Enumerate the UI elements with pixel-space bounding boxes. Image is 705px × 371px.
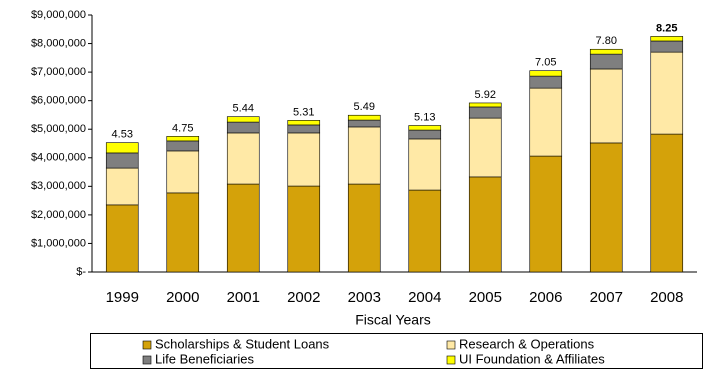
total-label: 7.80: [596, 35, 617, 47]
bar-segment: [408, 129, 442, 140]
legend-swatch: [142, 340, 152, 350]
bar-segment: [589, 53, 623, 70]
bar-segment: [650, 133, 684, 273]
bar-segment: [287, 132, 321, 187]
y-tick-label: $-: [76, 266, 86, 278]
x-tick-label: 2002: [287, 289, 320, 306]
bar-segment: [226, 132, 260, 185]
y-tick-label: $5,000,000: [31, 123, 86, 135]
bar-segment: [650, 40, 684, 53]
bar-segment: [287, 185, 321, 273]
bar-segment: [408, 189, 442, 273]
bar-segment: [166, 150, 200, 194]
bar-segment: [529, 75, 563, 89]
bar-segment: [529, 87, 563, 157]
legend-label: UI Foundation & Affiliates: [459, 351, 605, 366]
bar-segment: [529, 70, 563, 77]
bar-segment: [347, 126, 381, 185]
total-label: 5.31: [293, 106, 314, 118]
x-tick-label: 2001: [227, 289, 260, 306]
bar-segment: [347, 183, 381, 273]
bar-segment: [226, 183, 260, 273]
bar-segment: [468, 102, 502, 108]
bar-segment: [105, 167, 139, 206]
bar-segment: [589, 48, 623, 55]
bar-segment: [166, 192, 200, 273]
bar-segment: [287, 120, 321, 126]
bar-segment: [468, 117, 502, 178]
y-tick-label: $4,000,000: [31, 152, 86, 164]
bar-segment: [105, 142, 139, 154]
bar-segment: [287, 124, 321, 134]
bar-segment: [347, 119, 381, 128]
x-tick-label: 2004: [408, 289, 441, 306]
x-axis-title: Fiscal Years: [355, 312, 430, 328]
legend-swatch: [446, 340, 456, 350]
x-tick-label: 2005: [469, 289, 502, 306]
y-tick-label: $6,000,000: [31, 95, 86, 107]
bar-segment: [408, 125, 442, 131]
bar-segment: [468, 176, 502, 273]
x-tick-label: 1999: [106, 289, 139, 306]
total-label: 5.13: [414, 111, 435, 123]
x-tick-label: 2008: [650, 289, 683, 306]
bar-segment: [347, 114, 381, 121]
bar-segment: [589, 68, 623, 144]
total-label: 4.75: [172, 122, 193, 134]
y-tick-label: $1,000,000: [31, 237, 86, 249]
bar-segment: [468, 106, 502, 119]
x-tick-label: 2006: [529, 289, 562, 306]
x-tick-label: 2003: [348, 289, 381, 306]
bar-segment: [408, 138, 442, 191]
total-label: 5.44: [233, 103, 254, 115]
total-label: 8.25: [656, 22, 677, 34]
y-tick-label: $2,000,000: [31, 209, 86, 221]
y-tick-label: $7,000,000: [31, 66, 86, 78]
legend-label: Scholarships & Student Loans: [155, 336, 330, 351]
y-tick-label: $9,000,000: [31, 9, 86, 21]
legend-swatch: [142, 355, 152, 365]
total-label: 4.53: [112, 129, 133, 141]
x-tick-label: 2000: [166, 289, 199, 306]
y-tick-label: $8,000,000: [31, 37, 86, 49]
total-label: 7.05: [535, 57, 556, 69]
y-tick-label: $3,000,000: [31, 180, 86, 192]
legend-label: Life Beneficiaries: [155, 351, 254, 366]
bar-segment: [105, 152, 139, 169]
bar-segment: [650, 36, 684, 42]
legend-box: [90, 333, 703, 369]
legend-swatch: [446, 355, 456, 365]
bar-segment: [529, 155, 563, 273]
total-label: 5.92: [475, 89, 496, 101]
bar-segment: [589, 142, 623, 273]
bar-segment: [166, 140, 200, 152]
legend-label: Research & Operations: [459, 336, 595, 351]
total-label: 5.49: [354, 101, 375, 113]
bar-segment: [105, 204, 139, 273]
bar-segment: [226, 121, 260, 134]
bar-segment: [166, 136, 200, 142]
bar-segment: [650, 51, 684, 135]
bar-segment: [226, 116, 260, 123]
x-tick-label: 2007: [590, 289, 623, 306]
